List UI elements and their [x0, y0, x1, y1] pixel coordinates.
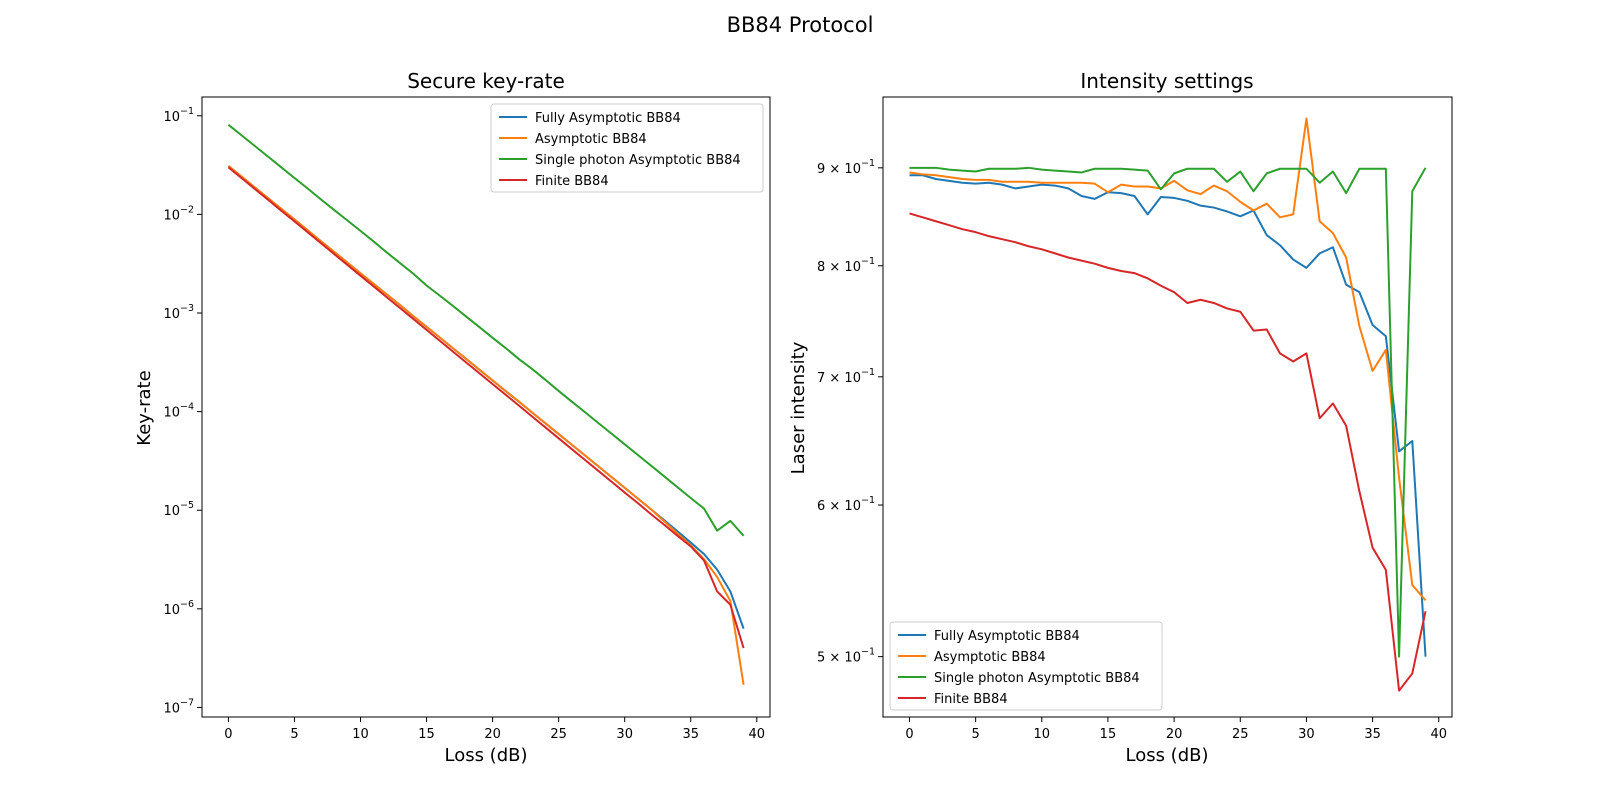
intensity-y-tick-label: 5 × 10−1 [817, 647, 875, 666]
keyrate-x-axis-label: Loss (dB) [444, 745, 527, 766]
figure-title: BB84 Protocol [727, 13, 874, 37]
intensity-legend: Fully Asymptotic BB84 Asymptotic BB84 Sing… [889, 621, 1163, 711]
keyrate-legend-entry-1: Fully Asymptotic BB84 [535, 111, 681, 126]
keyrate-x-tick-label: 20 [484, 727, 501, 742]
keyrate-legend-box [490, 103, 764, 193]
intensity-y-tick-label: 7 × 10−1 [817, 367, 875, 386]
keyrate-x-tick-label: 25 [550, 727, 567, 742]
keyrate-y-tick-label: 10−3 [163, 303, 194, 322]
intensity-x-tick-label: 35 [1364, 727, 1381, 742]
intensity-y-tick-label: 6 × 10−1 [817, 495, 875, 514]
keyrate-x-tick-label: 0 [224, 727, 232, 742]
intensity-x-tick-label: 0 [905, 727, 913, 742]
intensity-legend-entry-1: Fully Asymptotic BB84 [934, 629, 1080, 644]
intensity-series-line-4 [909, 212, 1427, 692]
keyrate-plot: Secure key-rate Loss (dB) Key-rate 0 5 10 1… [134, 69, 771, 766]
intensity-x-tick-label: 20 [1166, 727, 1183, 742]
keyrate-plot-title: Secure key-rate [407, 69, 565, 93]
keyrate-y-tick-label: 10−6 [163, 599, 194, 618]
keyrate-x-tick-label: 35 [682, 727, 699, 742]
intensity-x-tick-label: 30 [1298, 727, 1315, 742]
keyrate-x-tick-label: 5 [290, 727, 298, 742]
intensity-legend-entry-2: Asymptotic BB84 [934, 650, 1046, 665]
keyrate-y-tick-label: 10−2 [163, 204, 194, 223]
intensity-legend-box [889, 621, 1163, 711]
intensity-series-line-3 [909, 166, 1427, 658]
keyrate-legend-entry-4: Finite BB84 [535, 174, 609, 189]
intensity-x-axis-label: Loss (dB) [1125, 745, 1208, 766]
keyrate-x-tick-label: 15 [418, 727, 435, 742]
intensity-series-group [909, 117, 1427, 692]
intensity-series-line-1 [909, 174, 1427, 657]
intensity-x-tick-label: 40 [1430, 727, 1447, 742]
keyrate-y-tick-label: 10−1 [163, 106, 194, 125]
keyrate-y-tick-label: 10−4 [163, 402, 194, 421]
intensity-series-line-2 [909, 117, 1427, 602]
intensity-x-tick-label: 5 [971, 727, 979, 742]
keyrate-legend: Fully Asymptotic BB84 Asymptotic BB84 Sing… [490, 103, 764, 193]
intensity-y-tick-label: 9 × 10−1 [817, 158, 875, 177]
intensity-y-axis-label: Laser intensity [788, 341, 809, 474]
intensity-x-tick-label: 10 [1034, 727, 1051, 742]
keyrate-y-axis-label: Key-rate [134, 370, 155, 445]
keyrate-series-group [227, 124, 745, 685]
keyrate-series-line-3 [227, 124, 745, 537]
intensity-plot: Intensity settings Loss (dB) Laser inten… [788, 69, 1453, 766]
intensity-x-tick-label: 25 [1232, 727, 1249, 742]
intensity-y-tick-label: 8 × 10−1 [817, 256, 875, 275]
keyrate-legend-entry-3: Single photon Asymptotic BB84 [535, 153, 741, 168]
keyrate-x-tick-label: 30 [616, 727, 633, 742]
keyrate-y-tick-label: 10−5 [163, 500, 194, 519]
keyrate-axes-frame [201, 96, 771, 718]
intensity-legend-entry-4: Finite BB84 [934, 692, 1008, 707]
keyrate-series-line-1 [227, 165, 745, 629]
keyrate-legend-entry-2: Asymptotic BB84 [535, 132, 647, 147]
intensity-legend-entry-3: Single photon Asymptotic BB84 [934, 671, 1140, 686]
keyrate-y-tick-label: 10−7 [163, 697, 194, 716]
keyrate-x-tick-label: 40 [749, 727, 766, 742]
intensity-plot-title: Intensity settings [1080, 69, 1253, 93]
intensity-axes-frame [882, 96, 1453, 718]
intensity-x-tick-label: 15 [1100, 727, 1117, 742]
keyrate-x-tick-label: 10 [352, 727, 369, 742]
keyrate-series-line-2 [227, 165, 745, 685]
keyrate-series-line-4 [227, 166, 745, 649]
